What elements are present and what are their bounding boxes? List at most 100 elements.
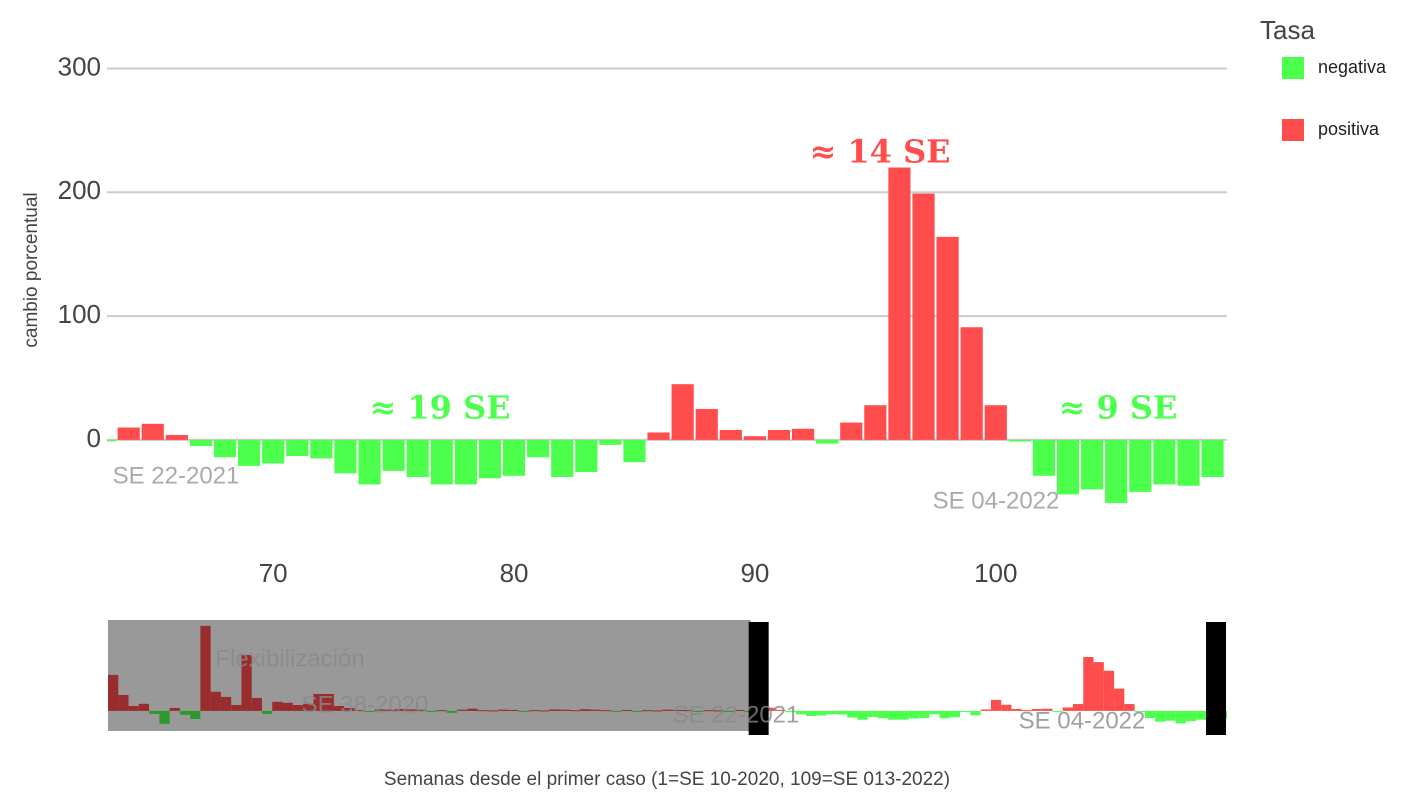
slider-annotation: SE 04-2022: [1019, 707, 1146, 734]
mini-bar: [210, 691, 221, 711]
mini-bar: [590, 709, 601, 711]
bar: [767, 430, 791, 440]
y-tick-label: 300: [58, 51, 101, 81]
mini-bar: [426, 710, 437, 712]
mini-bar: [487, 710, 499, 712]
mini-bar: [652, 710, 663, 712]
mini-bar: [929, 710, 940, 715]
bar: [1105, 439, 1128, 504]
x-tick-label: 90: [740, 558, 769, 588]
mini-bar: [251, 697, 262, 711]
mini-bar: [580, 709, 591, 711]
mini-bar: [826, 710, 837, 715]
mini-bar: [1011, 708, 1022, 711]
mini-bar: [128, 706, 139, 711]
bar: [238, 439, 261, 466]
mini-bar: [621, 709, 632, 711]
slider-handle[interactable]: [748, 622, 769, 735]
mini-bar: [867, 710, 878, 718]
bar: [334, 439, 357, 474]
mini-bar: [713, 710, 724, 712]
mini-bar: [395, 708, 406, 711]
mini-bar: [1175, 710, 1186, 724]
annotation: ≈ 14 SE: [809, 133, 950, 171]
mini-bar: [908, 710, 920, 719]
annotation: SE 04-2022: [933, 487, 1060, 514]
slider-annotation: Flexibilización: [215, 645, 364, 672]
mini-bar: [795, 710, 807, 715]
bar: [599, 439, 622, 445]
legend-label: negativa: [1318, 57, 1387, 77]
bar: [382, 439, 405, 471]
mini-bar: [231, 705, 242, 711]
legend-swatch: [1282, 119, 1304, 141]
bar: [1032, 439, 1056, 476]
slider-background: [108, 620, 1227, 731]
bar: [936, 236, 959, 440]
bar: [551, 439, 574, 478]
bar: [165, 434, 188, 440]
mini-bar: [415, 709, 427, 711]
mini-bar: [559, 709, 570, 711]
mini-bar: [179, 710, 191, 715]
mini-bar: [303, 703, 314, 711]
mini-bar: [446, 710, 458, 713]
slider-annotation: SE 22-2021: [673, 701, 800, 728]
mini-bar: [1144, 710, 1156, 719]
mini-bar: [159, 710, 170, 724]
bar: [984, 405, 1007, 440]
mini-bar: [405, 709, 416, 711]
range-slider: [108, 620, 1227, 731]
y-axis-title: cambio porcentual: [21, 192, 42, 347]
bar: [647, 432, 670, 440]
mini-bar: [898, 710, 909, 720]
mini-bar: [508, 709, 519, 711]
slider-annotation: SE 38-2020: [302, 691, 429, 718]
mini-bar: [200, 625, 211, 711]
bar: [310, 439, 333, 459]
mini-bar: [108, 674, 119, 711]
bar: [695, 408, 718, 440]
mini-bar: [1114, 688, 1125, 711]
mini-bar: [292, 705, 304, 711]
bar: [454, 439, 477, 485]
mini-bar: [569, 710, 581, 712]
mini-bar: [1185, 710, 1197, 722]
bar: [502, 439, 526, 476]
bar: [575, 439, 598, 473]
x-axis-title: Semanas desde el primer caso (1=SE 10-20…: [384, 769, 950, 790]
mini-bar: [220, 696, 232, 711]
mini-bar: [877, 710, 889, 719]
mini-bar: [672, 709, 683, 711]
bar: [141, 423, 164, 440]
bar: [864, 405, 887, 440]
bar: [117, 427, 140, 440]
mini-bar: [785, 710, 796, 713]
mini-bar: [1031, 708, 1043, 711]
slider-mask: [108, 620, 751, 731]
mini-bar: [1062, 707, 1074, 711]
mini-bar: [970, 710, 981, 716]
mini-bar: [888, 710, 899, 720]
mini-bar: [1083, 657, 1094, 711]
bar: [1177, 439, 1200, 486]
bar: [478, 439, 502, 479]
mini-bar: [600, 710, 612, 712]
mini-bar: [549, 709, 560, 711]
bar: [792, 428, 815, 440]
mini-bar: [169, 707, 180, 711]
bar: [1129, 439, 1152, 492]
slider-handle[interactable]: [1206, 622, 1227, 735]
bar: [358, 439, 381, 485]
y-tick-label: 100: [58, 299, 101, 329]
legend-label: positiva: [1318, 119, 1380, 139]
mini-bar: [960, 710, 971, 712]
mini-bar: [631, 710, 642, 712]
mini-bar: [980, 709, 991, 711]
bar: [623, 439, 646, 463]
mini-bar: [477, 710, 488, 712]
bar: [719, 430, 742, 440]
bar: [262, 439, 285, 464]
mini-bar: [1073, 704, 1084, 711]
